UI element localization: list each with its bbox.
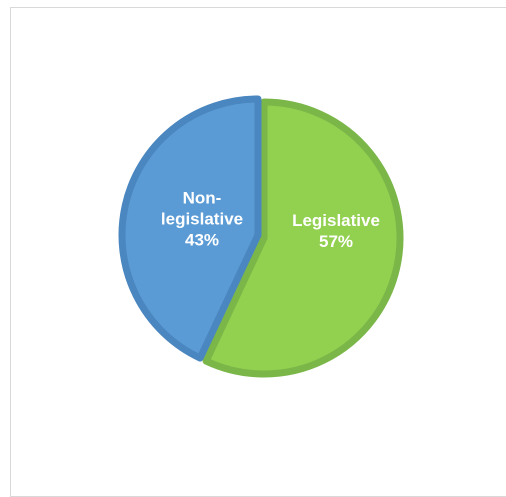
pie-labels: Legislative 57% Non-legislative 43% <box>161 188 380 251</box>
data-label-value-legislative: 57% <box>319 232 353 251</box>
pie-chart: Legislative 57% Non-legislative 43% <box>118 95 404 378</box>
data-label-category-non-legislative: legislative <box>161 209 243 228</box>
data-label-value-non-legislative: 43% <box>185 230 219 249</box>
pie-slices <box>118 95 404 378</box>
data-label-category-non-legislative: Non- <box>183 188 222 207</box>
pie-slice-legislative <box>202 98 404 378</box>
data-label-category-legislative: Legislative <box>292 211 380 230</box>
pie-slice-non-legislative <box>118 95 262 362</box>
